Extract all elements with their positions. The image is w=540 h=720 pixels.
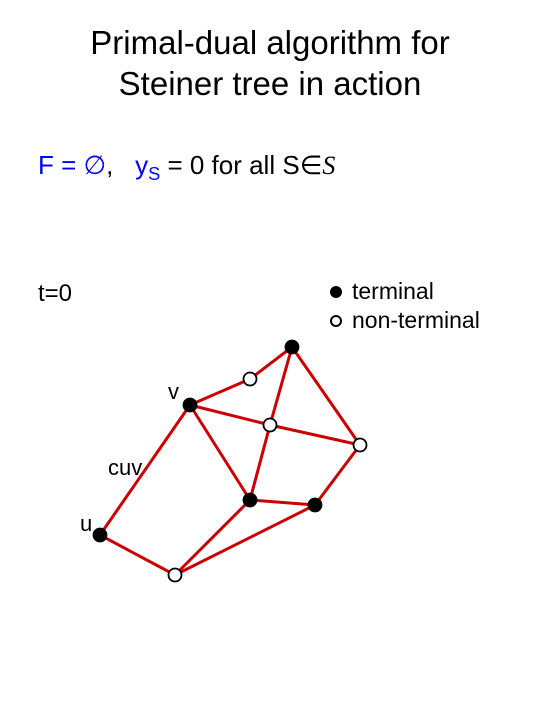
element-of: ∈	[300, 150, 323, 180]
f-equals: F =	[38, 150, 84, 180]
time-label: t=0	[38, 280, 72, 308]
cuv-c: c	[108, 455, 119, 480]
graph-edge	[250, 425, 270, 500]
slide: Primal-dual algorithm for Steiner tree i…	[0, 0, 540, 720]
nonterminal-node	[264, 419, 277, 432]
graph-region: v u cuv	[60, 315, 420, 615]
legend-terminal-label: terminal	[352, 278, 434, 305]
title-line-1: Primal-dual algorithm for	[90, 24, 449, 61]
initialization-line: F = ∅, yS = 0 for all S∈S	[38, 150, 335, 185]
y-var: y	[135, 150, 148, 180]
nonterminal-node	[244, 373, 257, 386]
node-label-v: v	[168, 379, 179, 405]
y-sub-s: S	[148, 164, 160, 184]
graph-edge	[100, 535, 175, 575]
nonterminal-node	[169, 569, 182, 582]
graph-edge	[292, 347, 360, 445]
comma: ,	[106, 150, 113, 180]
script-s: S	[322, 151, 335, 180]
eq-zero-for-all: = 0 for all S	[160, 150, 299, 180]
terminal-node	[244, 494, 257, 507]
terminal-node	[94, 529, 107, 542]
filled-circle-icon	[330, 286, 342, 298]
terminal-node	[309, 499, 322, 512]
edge-label-cuv: cuv	[108, 455, 142, 481]
nonterminal-node	[354, 439, 367, 452]
graph-edge	[250, 500, 315, 505]
title-line-2: Steiner tree in action	[119, 65, 422, 102]
graph-edge	[175, 505, 315, 575]
page-title: Primal-dual algorithm for Steiner tree i…	[0, 22, 540, 105]
node-label-u: u	[80, 511, 92, 537]
emptyset: ∅	[84, 150, 107, 180]
graph-edge	[190, 379, 250, 405]
terminal-node	[286, 341, 299, 354]
terminal-node	[184, 399, 197, 412]
graph-edge	[315, 445, 360, 505]
graph-edge	[175, 500, 250, 575]
legend-terminal-row: terminal	[330, 278, 480, 305]
cuv-sub: uv	[119, 455, 142, 480]
graph-edge	[270, 347, 292, 425]
